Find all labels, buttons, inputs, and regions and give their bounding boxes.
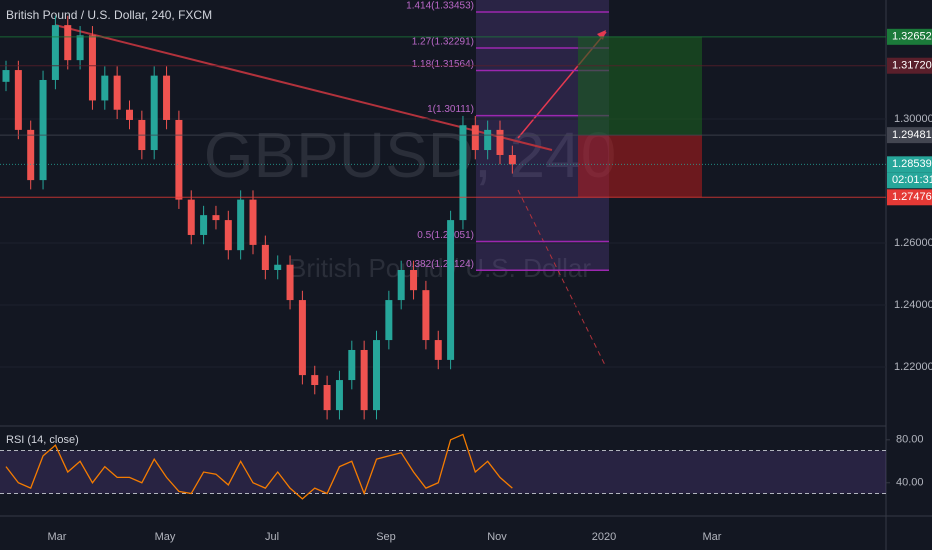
candle-body	[14, 70, 22, 130]
rsi-tick-label: 40.00	[896, 477, 924, 489]
candle-body	[459, 125, 467, 221]
candle-body	[64, 25, 72, 61]
candle-body	[422, 290, 430, 341]
fib-label: 0.382(1.25124)	[406, 259, 474, 270]
candle-body	[27, 129, 35, 181]
candle-body	[434, 340, 442, 360]
candle-body	[471, 125, 479, 151]
x-tick-label: Nov	[487, 531, 507, 543]
candle-body	[397, 270, 405, 301]
price-label: 1.32652	[892, 31, 932, 43]
candle-body	[385, 300, 393, 341]
candle-body	[237, 199, 245, 251]
chart-title: British Pound / U.S. Dollar, 240, FXCM	[6, 8, 212, 22]
candle-body	[323, 385, 331, 411]
candle-body	[126, 109, 133, 120]
candle-body	[410, 270, 418, 291]
candle-body	[496, 129, 504, 155]
price-label-bg	[887, 57, 932, 74]
countdown: 02:01:31	[892, 174, 932, 186]
candle-body	[200, 215, 208, 235]
price-label: 1.29481	[892, 129, 932, 141]
candle-body	[447, 220, 455, 360]
price-label: 1.28539	[892, 158, 932, 170]
candle-body	[212, 215, 220, 221]
x-tick-label: May	[155, 531, 176, 543]
candle-body	[286, 264, 294, 301]
watermark-subtitle: British Pound / U.S. Dollar	[289, 253, 591, 283]
rsi-title: RSI (14, close)	[6, 434, 79, 446]
watermark: GBPUSD, 240	[204, 119, 617, 191]
price-label-bg	[887, 127, 932, 144]
price-label: 1.27476	[892, 191, 932, 203]
x-tick-label: Sep	[376, 531, 396, 543]
x-tick-label: 2020	[592, 531, 616, 543]
price-label: 1.31720	[892, 60, 932, 72]
price-label-bg	[887, 189, 932, 206]
trendline	[54, 24, 553, 151]
candle-body	[187, 199, 195, 235]
loss-zone	[578, 135, 702, 198]
candle-body	[51, 25, 59, 80]
x-tick-label: Mar	[703, 531, 722, 543]
candle-body	[274, 264, 282, 271]
projection	[517, 189, 606, 366]
x-tick-label: Mar	[48, 531, 67, 543]
price-label-bg	[887, 28, 932, 45]
candle-body	[360, 349, 368, 411]
candle-body	[39, 79, 47, 181]
candle-body	[101, 75, 109, 101]
fib-label: 1(1.30111)	[427, 104, 474, 115]
candle-body	[249, 199, 257, 245]
candle-body	[175, 119, 183, 200]
candle-body	[150, 75, 158, 151]
candle-body	[373, 340, 380, 411]
fib-label: 1.27(1.32291)	[412, 37, 474, 48]
countdown-bg	[887, 172, 932, 189]
x-tick-label: Jul	[265, 531, 279, 543]
candle-body	[163, 75, 171, 120]
candle-body	[335, 380, 343, 411]
fib-label: 0.5(1.26051)	[417, 230, 474, 241]
candle-body	[88, 35, 96, 101]
rsi-tick-label: 80.00	[896, 434, 924, 446]
y-tick-label: 1.30000	[894, 113, 932, 125]
rsi-band	[0, 450, 886, 494]
rsi-line	[5, 433, 513, 500]
candle-body	[261, 244, 269, 271]
y-tick-label: 1.22000	[894, 361, 932, 373]
candle-body	[484, 129, 492, 151]
candle-body	[298, 300, 306, 376]
candle-body	[76, 35, 84, 61]
candle-body	[2, 70, 10, 82]
y-tick-label: 1.24000	[894, 299, 932, 311]
candle-body	[508, 154, 516, 165]
fib-label: 1.18(1.31564)	[412, 59, 474, 70]
candle-body	[348, 349, 356, 381]
price-label-bg	[887, 156, 932, 173]
candle-body	[113, 75, 121, 110]
fib-label: 1.414(1.33453)	[406, 1, 474, 12]
profit-zone	[578, 36, 702, 136]
y-tick-label: 1.26000	[894, 237, 932, 249]
candle-body	[224, 220, 232, 251]
candle-body	[311, 375, 319, 386]
